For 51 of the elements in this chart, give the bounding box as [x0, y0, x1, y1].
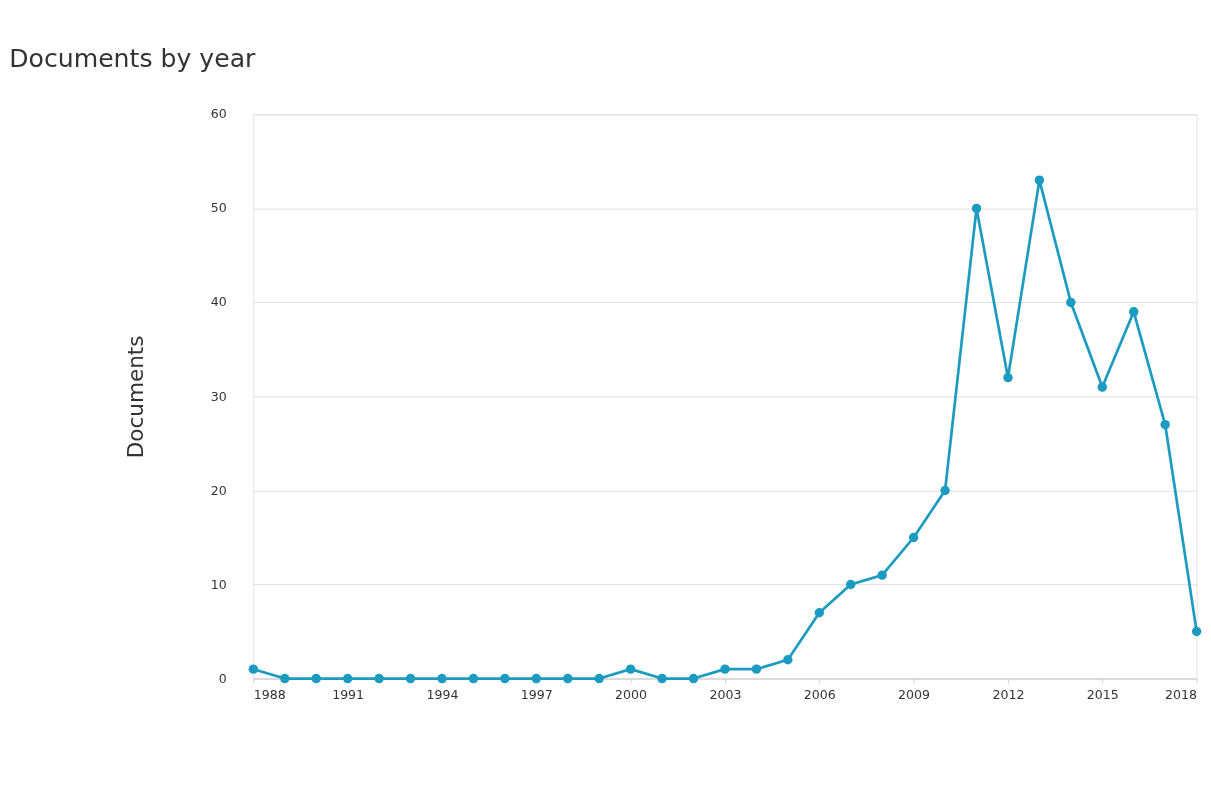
point	[751, 664, 762, 674]
point	[437, 673, 447, 684]
y-tick-label: 0	[218, 670, 227, 686]
point	[594, 673, 604, 684]
point	[342, 673, 353, 684]
point	[1129, 307, 1139, 317]
point	[1097, 382, 1108, 392]
y-tick-label: 30	[210, 388, 227, 404]
x-tick-label: 2009	[898, 686, 931, 702]
point	[688, 673, 699, 684]
y-tick-label: 10	[210, 576, 227, 592]
x-tick-label: 1994	[426, 686, 459, 702]
point	[908, 532, 919, 543]
point	[720, 664, 730, 674]
point	[783, 655, 793, 665]
point	[500, 673, 510, 684]
point	[563, 673, 573, 684]
y-tick-label: 50	[210, 200, 227, 216]
point	[846, 579, 856, 590]
point	[374, 673, 384, 684]
y-tick-label: 40	[210, 294, 227, 310]
y-tick-label: 20	[210, 482, 227, 498]
point	[1160, 419, 1170, 430]
point	[248, 664, 259, 674]
point	[814, 608, 825, 618]
x-tick-label: 1991	[332, 686, 365, 702]
x-tick-label: 1997	[520, 686, 553, 702]
point	[1034, 175, 1045, 185]
x-tick-label: 2000	[615, 686, 648, 702]
point	[311, 673, 321, 684]
x-tick-label: 2003	[709, 686, 742, 702]
point	[405, 673, 416, 684]
point	[877, 570, 887, 580]
y-tick-label: 60	[210, 106, 227, 122]
point	[468, 673, 479, 684]
y-axis-title: Documents	[123, 335, 149, 459]
point	[1003, 372, 1013, 383]
point	[940, 485, 950, 496]
x-tick-label: 1988	[253, 686, 286, 702]
point	[657, 673, 667, 684]
chart-title: Documents by year	[9, 43, 257, 73]
point	[625, 664, 636, 674]
x-tick-label: 2006	[803, 686, 836, 702]
point	[1191, 626, 1202, 637]
x-tick-label: 2015	[1086, 686, 1119, 702]
point	[971, 203, 982, 214]
x-tick-label: 2012	[992, 686, 1025, 702]
point	[1066, 297, 1076, 308]
point	[531, 673, 542, 684]
x-tick-label: 2018	[1165, 686, 1198, 702]
point	[280, 673, 290, 684]
